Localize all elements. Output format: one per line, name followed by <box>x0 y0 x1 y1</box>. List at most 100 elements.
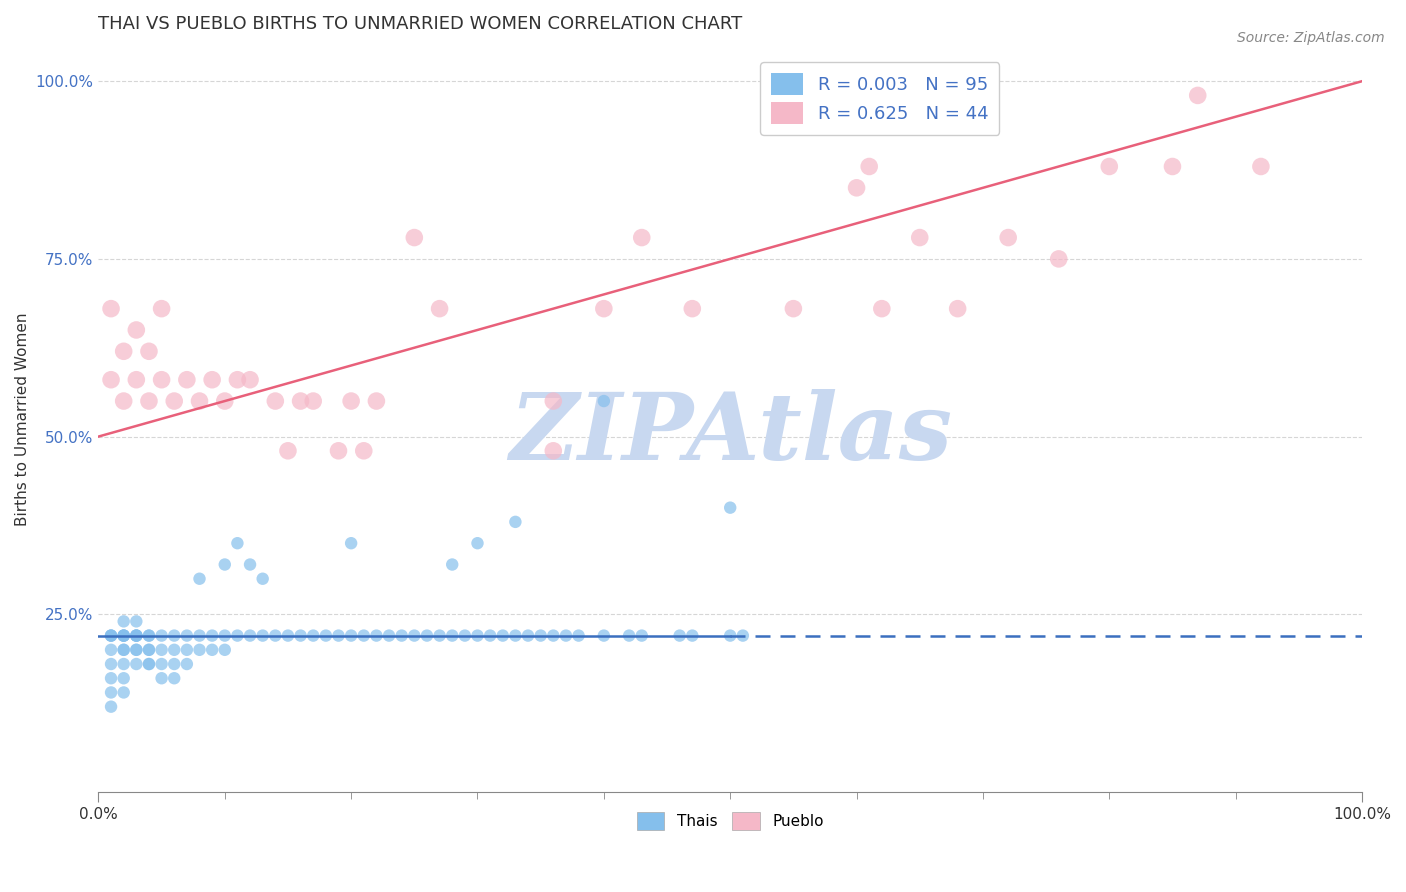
Point <box>340 394 363 409</box>
Point <box>163 671 186 685</box>
Point <box>112 344 135 359</box>
Point <box>150 657 173 671</box>
Point <box>555 629 578 643</box>
Point <box>277 629 299 643</box>
Point <box>125 629 148 643</box>
Point <box>1250 160 1272 174</box>
Point <box>176 629 198 643</box>
Point <box>731 629 754 643</box>
Point <box>543 629 565 643</box>
Point <box>543 394 565 409</box>
Point <box>505 629 527 643</box>
Point <box>125 615 148 629</box>
Point <box>1161 160 1184 174</box>
Point <box>163 629 186 643</box>
Point <box>138 642 160 657</box>
Point <box>946 301 969 316</box>
Point <box>668 629 690 643</box>
Point <box>617 629 640 643</box>
Point <box>100 629 122 643</box>
Point <box>226 536 249 550</box>
Point <box>100 657 122 671</box>
Point <box>315 629 337 643</box>
Point <box>505 515 527 529</box>
Point <box>328 443 350 458</box>
Point <box>404 629 426 643</box>
Point <box>252 572 274 586</box>
Point <box>125 642 148 657</box>
Point <box>870 301 893 316</box>
Point <box>112 642 135 657</box>
Point <box>163 657 186 671</box>
Legend: Thais, Pueblo: Thais, Pueblo <box>631 805 830 837</box>
Point <box>404 230 426 244</box>
Point <box>112 629 135 643</box>
Text: THAI VS PUEBLO BIRTHS TO UNMARRIED WOMEN CORRELATION CHART: THAI VS PUEBLO BIRTHS TO UNMARRIED WOMEN… <box>98 15 742 33</box>
Point <box>176 642 198 657</box>
Point <box>681 629 703 643</box>
Point <box>718 500 741 515</box>
Point <box>782 301 804 316</box>
Point <box>416 629 439 643</box>
Point <box>226 373 249 387</box>
Point <box>290 629 312 643</box>
Point <box>150 671 173 685</box>
Point <box>176 373 198 387</box>
Point <box>112 615 135 629</box>
Point <box>188 642 211 657</box>
Point <box>112 642 135 657</box>
Point <box>150 373 173 387</box>
Point <box>467 536 489 550</box>
Point <box>429 301 451 316</box>
Point <box>429 629 451 643</box>
Point <box>214 558 236 572</box>
Point <box>340 536 363 550</box>
Point <box>138 344 160 359</box>
Point <box>592 629 614 643</box>
Point <box>366 629 388 643</box>
Point <box>1047 252 1070 266</box>
Point <box>138 642 160 657</box>
Point <box>125 323 148 337</box>
Point <box>125 642 148 657</box>
Point <box>517 629 540 643</box>
Point <box>138 657 160 671</box>
Point <box>492 629 515 643</box>
Point <box>100 373 122 387</box>
Point <box>100 699 122 714</box>
Point <box>479 629 502 643</box>
Point <box>112 629 135 643</box>
Point <box>150 629 173 643</box>
Point <box>125 629 148 643</box>
Point <box>163 394 186 409</box>
Point <box>467 629 489 643</box>
Point <box>252 629 274 643</box>
Point <box>201 629 224 643</box>
Point <box>264 394 287 409</box>
Point <box>201 373 224 387</box>
Point <box>845 181 868 195</box>
Point <box>138 657 160 671</box>
Point <box>858 160 880 174</box>
Point <box>454 629 477 643</box>
Point <box>592 394 614 409</box>
Point <box>100 685 122 699</box>
Point <box>328 629 350 643</box>
Y-axis label: Births to Unmarried Women: Births to Unmarried Women <box>15 312 30 525</box>
Point <box>100 629 122 643</box>
Point <box>718 629 741 643</box>
Point <box>188 629 211 643</box>
Point <box>340 629 363 643</box>
Point <box>908 230 931 244</box>
Point <box>125 629 148 643</box>
Point <box>125 657 148 671</box>
Point <box>112 629 135 643</box>
Point <box>592 301 614 316</box>
Point <box>441 629 464 643</box>
Point <box>239 373 262 387</box>
Point <box>302 629 325 643</box>
Point <box>391 629 413 643</box>
Point <box>378 629 401 643</box>
Point <box>112 394 135 409</box>
Point <box>366 394 388 409</box>
